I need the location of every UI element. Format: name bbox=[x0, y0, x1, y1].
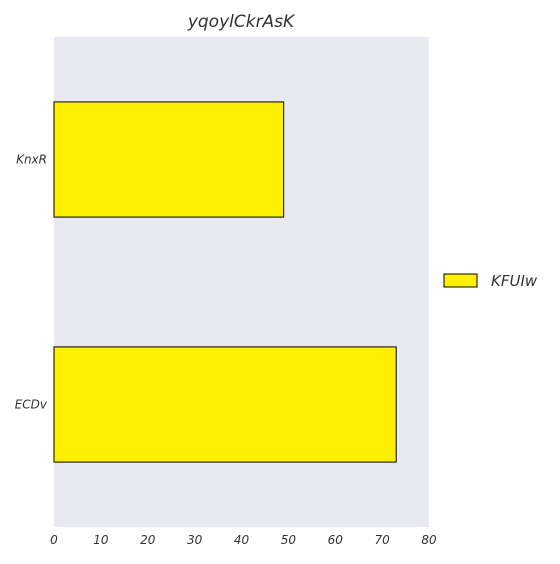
y-tick-label: ECDv bbox=[15, 398, 48, 412]
x-tick-label: 40 bbox=[234, 533, 250, 547]
x-tick-label: 80 bbox=[421, 533, 437, 547]
legend: KFUIw bbox=[443, 272, 538, 290]
y-tick-label: KnxR bbox=[16, 153, 47, 167]
y-tick-labels: KnxR ECDv bbox=[15, 153, 48, 412]
legend-label: KFUIw bbox=[491, 272, 538, 290]
chart-title: yqoylCkrAsK bbox=[187, 12, 296, 32]
x-tick-label: 30 bbox=[187, 533, 203, 547]
x-tick-label: 60 bbox=[328, 533, 344, 547]
bar-ECDv bbox=[53, 346, 397, 463]
bars-layer bbox=[53, 101, 397, 463]
x-tick-label: 50 bbox=[281, 533, 297, 547]
x-tick-label: 0 bbox=[50, 533, 58, 547]
bar-KnxR bbox=[53, 101, 285, 218]
x-tick-label: 10 bbox=[93, 533, 109, 547]
legend-swatch bbox=[443, 273, 478, 288]
x-tick-label: 20 bbox=[140, 533, 156, 547]
x-tick-labels: 0 10 20 30 40 50 60 70 80 bbox=[50, 533, 437, 547]
x-tick-label: 70 bbox=[374, 533, 390, 547]
